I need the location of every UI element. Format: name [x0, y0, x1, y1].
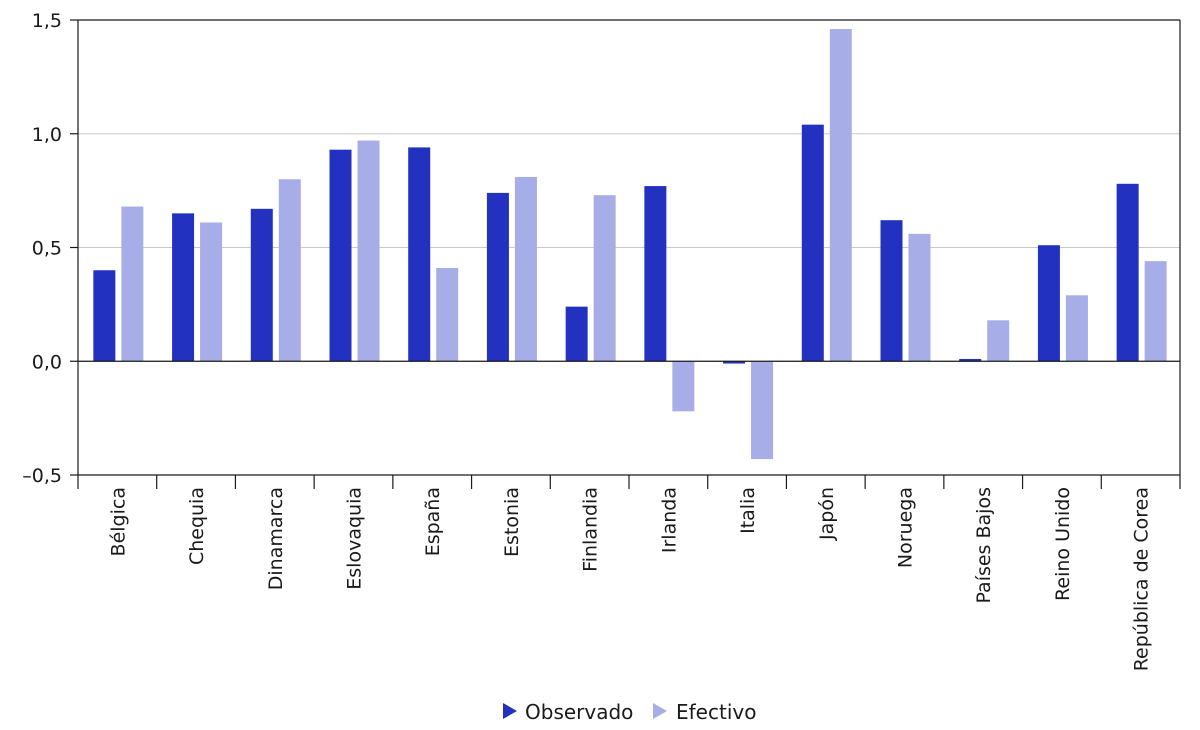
bar-observado [486, 192, 509, 362]
bar-efectivo [593, 195, 616, 362]
y-tick-label: 1,0 [32, 124, 62, 146]
bar-observado [959, 358, 982, 362]
bar-observado [644, 186, 667, 362]
y-tick-labels: –0,5 0,0 0,5 1,0 1,5 [22, 10, 62, 487]
legend-label: Observado [525, 700, 633, 724]
bar-observado [801, 124, 824, 362]
bar-observado [565, 306, 588, 362]
x-category-label: Dinamarca [265, 487, 287, 590]
x-category-label: Eslovaquia [344, 487, 366, 590]
bar-efectivo [278, 179, 301, 362]
bars [93, 29, 1167, 460]
bar-observado [93, 270, 116, 362]
x-category-label: Países Bajos [973, 487, 995, 604]
bar-efectivo [672, 361, 695, 412]
axes [70, 19, 1181, 489]
x-category-label: República de Corea [1131, 487, 1153, 671]
bar-observado [250, 208, 273, 362]
x-category-label: Reino Unido [1052, 487, 1074, 601]
y-tick-label: 0,5 [32, 238, 62, 260]
bar-efectivo [357, 140, 380, 362]
bar-observado [1037, 245, 1060, 362]
legend-item: Efectivo [653, 700, 756, 724]
bar-efectivo [829, 29, 852, 362]
bar-observado [880, 220, 903, 362]
bar-efectivo [200, 222, 223, 362]
legend-item: Observado [503, 700, 633, 724]
y-tick-label: 0,0 [32, 351, 62, 373]
bar-efectivo [987, 320, 1010, 362]
legend: Observado Efectivo [503, 700, 756, 724]
x-category-label: Italia [737, 487, 759, 534]
x-category-label: Chequia [186, 487, 208, 565]
x-category-label: Japón [816, 487, 838, 541]
bar-efectivo [751, 361, 774, 460]
bar-efectivo [121, 206, 144, 362]
bar-observado [329, 149, 352, 362]
x-category-label: Estonia [501, 487, 523, 557]
x-category-label: Irlanda [658, 487, 680, 553]
y-tick-label: –0,5 [22, 465, 62, 487]
y-tick-label: 1,5 [32, 10, 62, 32]
legend-marker-icon [653, 703, 667, 719]
bar-efectivo [908, 233, 931, 362]
gridlines [78, 19, 1180, 248]
legend-label: Efectivo [676, 700, 756, 724]
legend-marker-icon [503, 703, 517, 719]
x-category-label: España [422, 487, 444, 556]
x-category-label: Finlandia [580, 487, 602, 572]
bar-efectivo [1144, 261, 1167, 362]
bar-efectivo [514, 176, 537, 362]
bar-observado [172, 213, 195, 362]
x-category-labels: Bélgica Chequia Dinamarca Eslovaquia España E… [107, 487, 1152, 671]
bar-efectivo [436, 267, 459, 362]
bar-efectivo [1065, 295, 1088, 362]
bar-observado [1116, 183, 1139, 362]
bar-observado [408, 147, 431, 362]
x-category-label: Bélgica [107, 487, 129, 556]
bar-observado [723, 361, 746, 364]
x-category-label: Noruega [895, 487, 917, 568]
